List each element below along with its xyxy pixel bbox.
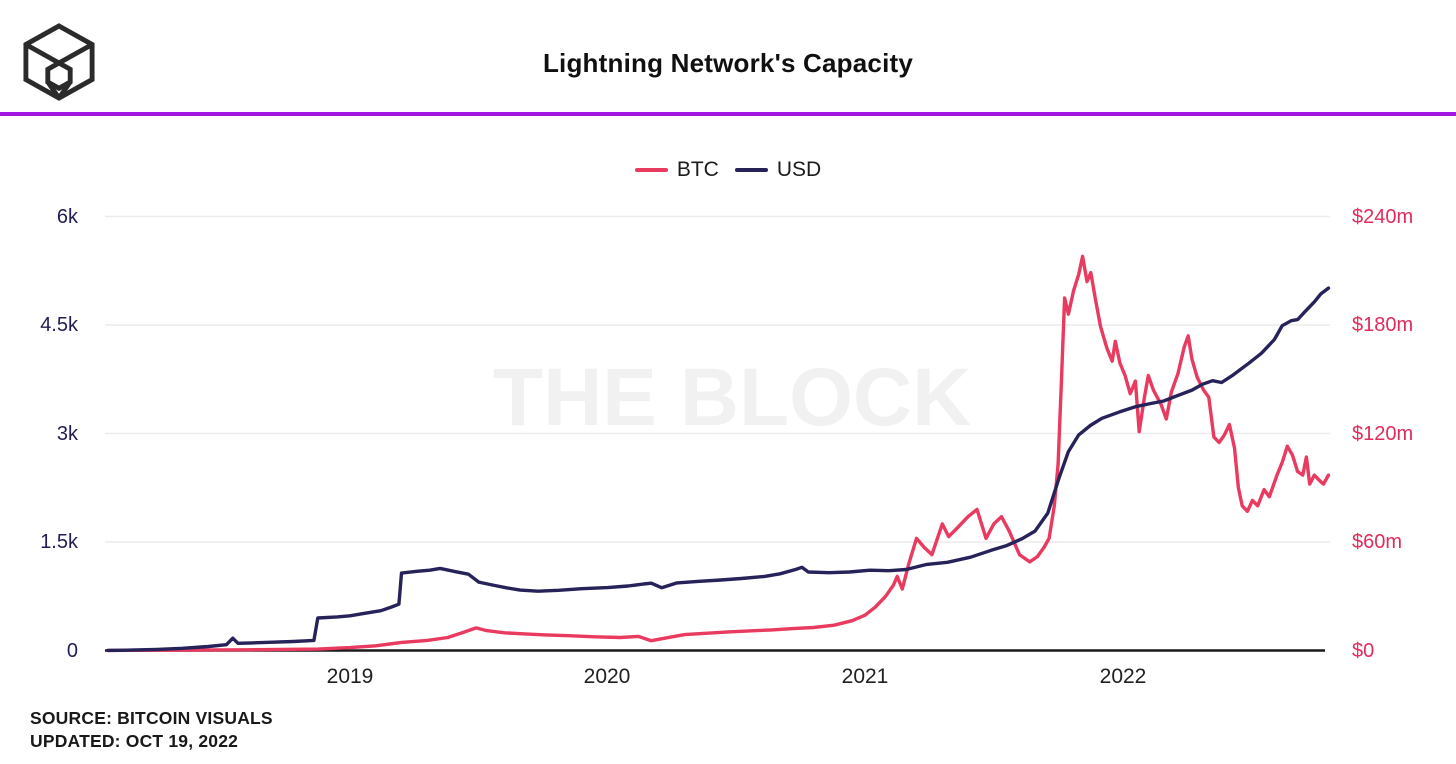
y-right-tick-60m: $60m <box>1352 531 1403 553</box>
header: Lightning Network's Capacity <box>0 0 1456 112</box>
legend-label-usd: USD <box>776 158 822 181</box>
purple-divider <box>0 112 1456 116</box>
usd-line-swatch <box>734 168 768 172</box>
y-right-tick-180m: $180m <box>1352 314 1414 336</box>
source-line: SOURCE: BITCOIN VISUALS <box>30 708 273 728</box>
legend-item-usd: USD <box>734 158 822 182</box>
chart-title: Lightning Network's Capacity <box>542 48 914 78</box>
y-left-tick-1-5k: 1.5k <box>40 531 78 553</box>
legend-label-btc: BTC <box>676 158 719 181</box>
x-tick-2022: 2022 <box>1099 665 1147 688</box>
y-right-tick-0: $0 <box>1352 640 1375 662</box>
legend-item-btc: BTC <box>634 158 719 182</box>
the-block-watermark: THE BLOCK <box>493 352 972 443</box>
x-tick-2021: 2021 <box>841 665 889 688</box>
x-tick-2020: 2020 <box>583 665 631 688</box>
y-right-tick-240m: $240m <box>1352 206 1414 228</box>
y-left-tick-6k: 6k <box>56 206 78 228</box>
y-left-tick-4-5k: 4.5k <box>40 314 78 336</box>
x-tick-2019: 2019 <box>326 665 374 688</box>
y-right-tick-120m: $120m <box>1352 423 1414 445</box>
y-left-tick-0: 0 <box>66 640 78 662</box>
updated-line: UPDATED: OCT 19, 2022 <box>30 731 239 751</box>
chart-legend: BTC USD <box>0 156 1456 184</box>
source-attribution: SOURCE: BITCOIN VISUALS UPDATED: OCT 19,… <box>30 707 273 753</box>
y-left-tick-3k: 3k <box>56 423 78 445</box>
btc-line-swatch <box>634 168 668 172</box>
the-block-logo <box>23 23 95 101</box>
